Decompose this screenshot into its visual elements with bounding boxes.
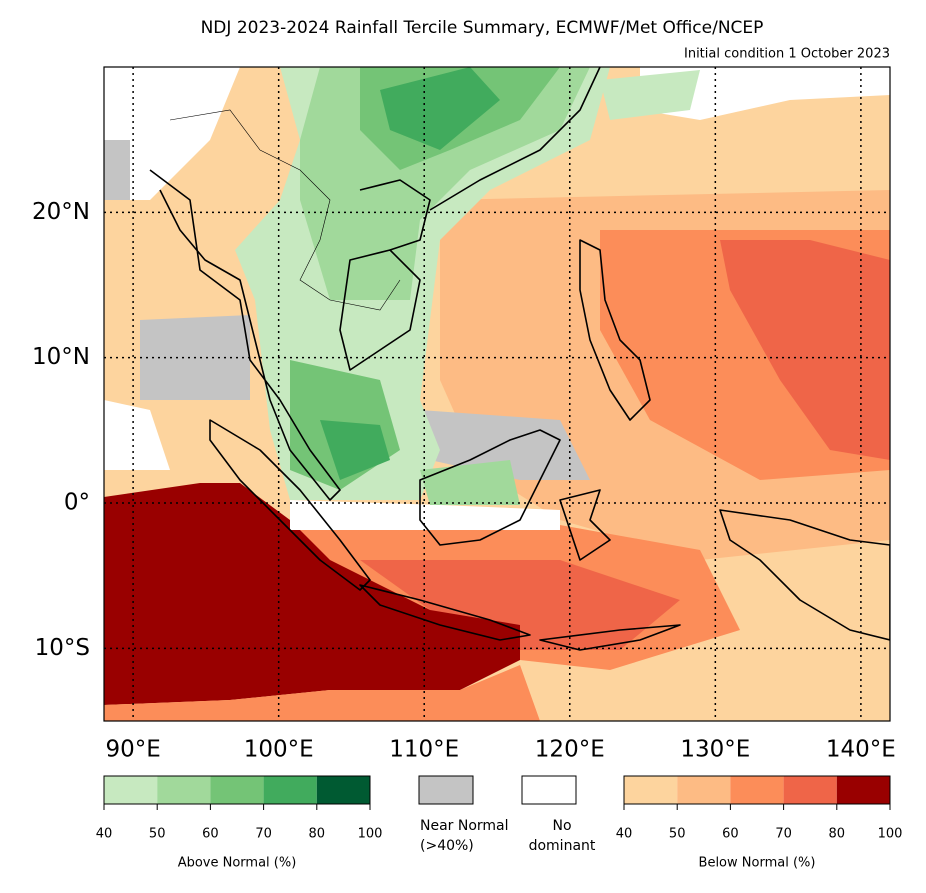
- region: [720, 240, 890, 460]
- lon-label: 140°E: [826, 737, 896, 763]
- legend-label: (>40%): [420, 838, 474, 854]
- region: [290, 500, 560, 530]
- colorbar-segment: [263, 776, 317, 804]
- colorbar-segment: [836, 776, 890, 804]
- coastline: [359, 179, 431, 251]
- colorbar-tick-label: 40: [616, 827, 633, 842]
- colorbar-tick-label: 100: [358, 827, 383, 842]
- colorbar-tick-label: 80: [829, 827, 846, 842]
- coastline: [429, 67, 601, 211]
- lon-label: 100°E: [244, 737, 314, 763]
- colorbar-segment: [316, 776, 370, 804]
- lat-label: 10°N: [32, 344, 90, 370]
- lon-label: 130°E: [680, 737, 750, 763]
- colorbar-segment: [157, 776, 211, 804]
- coastline: [359, 584, 531, 641]
- map: [104, 67, 890, 721]
- region: [360, 560, 680, 650]
- region: [420, 460, 520, 505]
- border: [169, 109, 401, 311]
- region: [600, 70, 700, 120]
- map-frame: [103, 66, 891, 722]
- colorbar-tick-label: 70: [775, 827, 792, 842]
- colorbar-segment: [624, 776, 678, 804]
- region: [640, 67, 890, 120]
- colorbar-tick-label: 60: [722, 827, 739, 842]
- subtitle: Initial condition 1 October 2023: [684, 47, 890, 62]
- region: [104, 483, 520, 705]
- region: [320, 420, 390, 480]
- lon-label: 90°E: [105, 737, 160, 763]
- legend-label: Near Normal: [420, 818, 509, 834]
- colorbar-segment: [210, 776, 264, 804]
- colorbar-tick-label: 60: [202, 827, 219, 842]
- region: [104, 67, 240, 200]
- colorbar-tick-label: 50: [149, 827, 166, 842]
- coastline: [209, 419, 371, 591]
- title: NDJ 2023-2024 Rainfall Tercile Summary, …: [201, 18, 764, 38]
- colorbar-tick-label: 50: [669, 827, 686, 842]
- colorbar-tick-label: 80: [309, 827, 326, 842]
- colorbar-frame: [623, 775, 891, 805]
- colorbar-frame: [103, 775, 371, 805]
- coastline: [419, 429, 561, 546]
- coastline: [339, 249, 421, 371]
- coastline: [149, 169, 341, 501]
- legend-label: No: [552, 818, 571, 834]
- lat-label: 0°: [64, 490, 90, 516]
- lon-label: 120°E: [535, 737, 605, 763]
- region: [380, 67, 500, 150]
- legend-label: dominant: [529, 838, 596, 854]
- region: [104, 665, 540, 721]
- coastline: [579, 239, 651, 421]
- region: [104, 140, 130, 200]
- colorbar-tick-label: 40: [96, 827, 113, 842]
- colorbar-segment: [783, 776, 837, 804]
- colorbar-tick-label: 100: [878, 827, 903, 842]
- lat-label: 20°N: [32, 199, 90, 225]
- lat-label: 10°S: [35, 635, 90, 661]
- colorbar-label: Above Normal (%): [178, 856, 297, 871]
- colorbar-segment: [677, 776, 731, 804]
- lon-label: 110°E: [389, 737, 459, 763]
- legend-box: [418, 775, 474, 805]
- region: [104, 400, 170, 470]
- legend-box: [521, 775, 577, 805]
- colorbar-segment: [104, 776, 158, 804]
- colorbar-label: Below Normal (%): [699, 856, 816, 871]
- colorbar-segment: [730, 776, 784, 804]
- colorbar-tick-label: 70: [255, 827, 272, 842]
- coastline: [719, 509, 890, 641]
